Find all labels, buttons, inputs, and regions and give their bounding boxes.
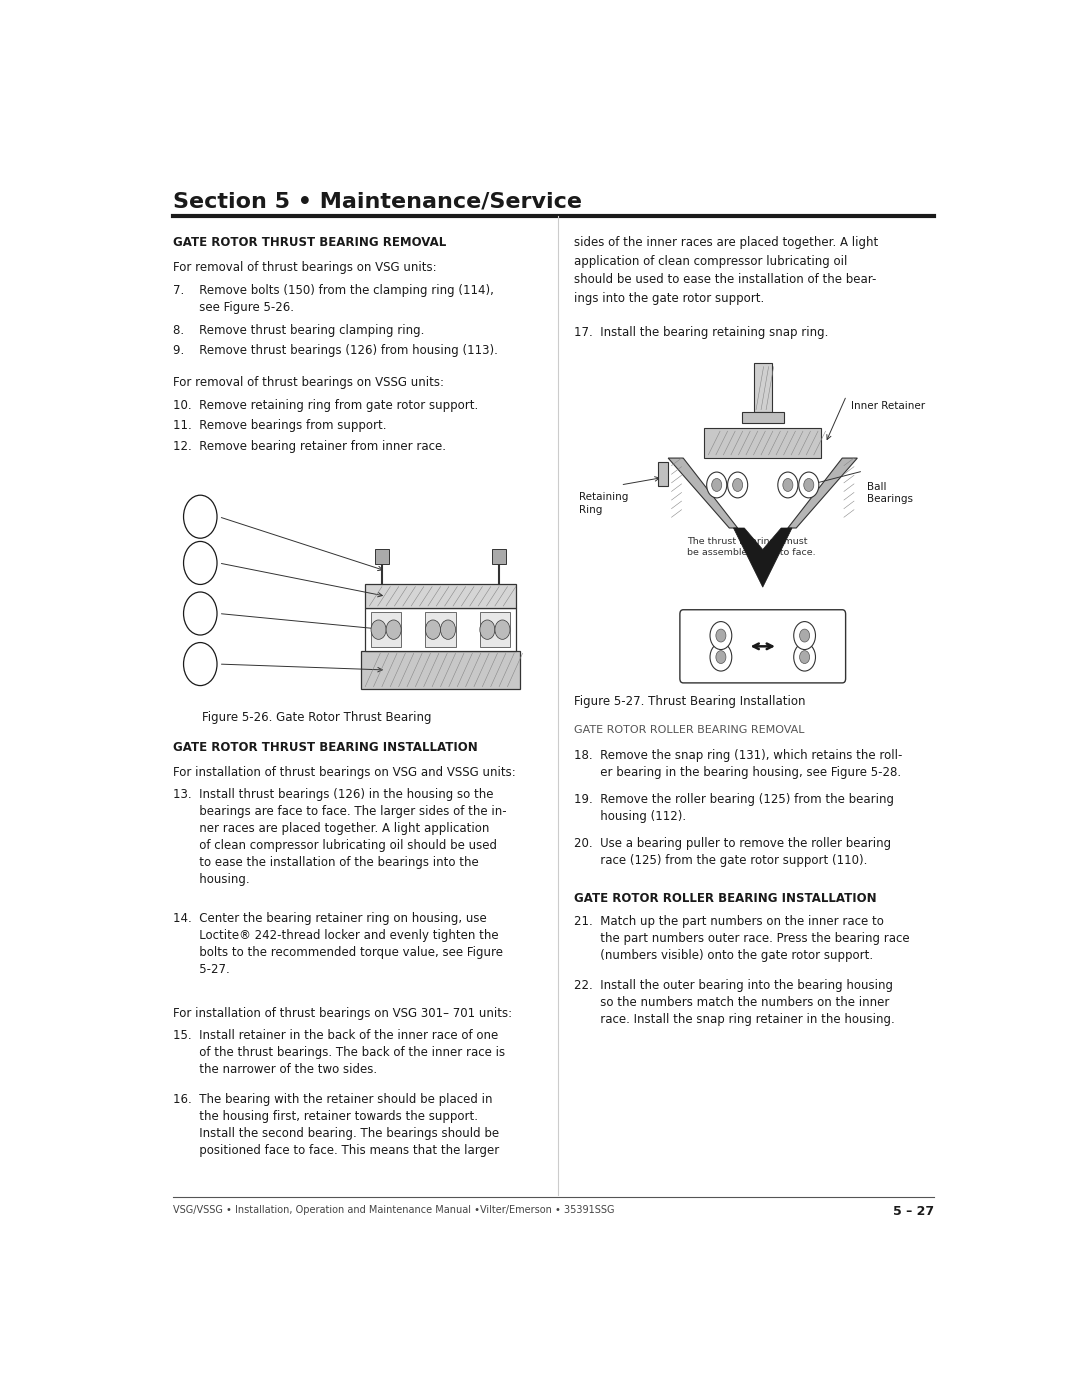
Text: The thrust bearings must
be assembled face to face.: The thrust bearings must be assembled fa… (688, 536, 816, 557)
Text: 14.  Center the bearing retainer ring on housing, use
       Loctite® 242‑thread: 14. Center the bearing retainer ring on … (173, 912, 502, 977)
Text: 17.  Install the bearing retaining snap ring.: 17. Install the bearing retaining snap r… (575, 326, 828, 338)
Text: Retaining
Ring: Retaining Ring (579, 493, 627, 515)
Bar (480, 612, 510, 647)
Text: For installation of thrust bearings on VSG and VSSG units:: For installation of thrust bearings on V… (173, 766, 515, 778)
Bar (426, 612, 456, 647)
Circle shape (184, 643, 217, 686)
Circle shape (712, 479, 721, 492)
Text: Section 5 • Maintenance/Service: Section 5 • Maintenance/Service (173, 191, 582, 211)
Text: 11.  Remove bearings from support.: 11. Remove bearings from support. (173, 419, 387, 432)
Text: Figure 5-26. Gate Rotor Thrust Bearing: Figure 5-26. Gate Rotor Thrust Bearing (202, 711, 432, 724)
Polygon shape (733, 528, 792, 587)
Text: 8.    Remove thrust bearing clamping ring.: 8. Remove thrust bearing clamping ring. (173, 324, 424, 337)
Circle shape (710, 643, 732, 671)
Circle shape (794, 622, 815, 650)
Circle shape (480, 620, 495, 640)
Bar (658, 462, 669, 486)
Circle shape (716, 629, 726, 643)
Text: 19.  Remove the roller bearing (125) from the bearing
       housing (112).: 19. Remove the roller bearing (125) from… (575, 792, 894, 823)
Bar (372, 612, 401, 647)
Circle shape (804, 479, 814, 492)
Circle shape (732, 479, 743, 492)
Circle shape (387, 620, 401, 640)
Circle shape (710, 622, 732, 650)
Text: 10.  Remove retaining ring from gate rotor support.: 10. Remove retaining ring from gate roto… (173, 400, 478, 412)
Text: 114: 114 (190, 557, 211, 569)
Text: 13.  Install thrust bearings (126) in the housing so the
       bearings are fac: 13. Install thrust bearings (126) in the… (173, 788, 507, 886)
Text: Inner Retainer: Inner Retainer (851, 401, 924, 411)
Text: Figure 5-27. Thrust Bearing Installation: Figure 5-27. Thrust Bearing Installation (575, 694, 806, 708)
Polygon shape (669, 458, 738, 528)
Text: 12.  Remove bearing retainer from inner race.: 12. Remove bearing retainer from inner r… (173, 440, 446, 453)
Polygon shape (788, 458, 858, 528)
Circle shape (441, 620, 456, 640)
Bar (704, 427, 821, 458)
Text: VSG/VSSG • Installation, Operation and Maintenance Manual •Vilter/Emerson • 3539: VSG/VSSG • Installation, Operation and M… (173, 1204, 615, 1214)
Text: 150: 150 (190, 511, 211, 521)
Text: 21.  Match up the part numbers on the inner race to
       the part numbers oute: 21. Match up the part numbers on the inn… (575, 915, 910, 963)
Circle shape (426, 620, 441, 640)
Text: 15.  Install retainer in the back of the inner race of one
       of the thrust : 15. Install retainer in the back of the … (173, 1030, 504, 1076)
Text: 126: 126 (190, 609, 211, 619)
Circle shape (799, 629, 810, 643)
Text: For removal of thrust bearings on VSSG units:: For removal of thrust bearings on VSSG u… (173, 376, 444, 390)
Text: 5 – 27: 5 – 27 (893, 1204, 934, 1218)
Text: Ball
Bearings: Ball Bearings (867, 482, 914, 504)
Circle shape (495, 620, 510, 640)
Text: 113: 113 (190, 659, 211, 669)
Bar (375, 549, 389, 564)
Text: For installation of thrust bearings on VSG 301– 701 units:: For installation of thrust bearings on V… (173, 1007, 512, 1020)
Circle shape (372, 620, 387, 640)
Text: sides of the inner races are placed together. A light
application of clean compr: sides of the inner races are placed toge… (575, 236, 879, 305)
Circle shape (799, 651, 810, 664)
Text: 16.  The bearing with the retainer should be placed in
       the housing first,: 16. The bearing with the retainer should… (173, 1094, 499, 1157)
Circle shape (728, 472, 747, 497)
Circle shape (778, 472, 798, 497)
Text: GATE ROTOR THRUST BEARING INSTALLATION: GATE ROTOR THRUST BEARING INSTALLATION (173, 740, 477, 754)
Circle shape (706, 472, 727, 497)
Circle shape (794, 643, 815, 671)
Circle shape (184, 592, 217, 636)
Circle shape (184, 542, 217, 584)
Bar (492, 549, 505, 564)
Circle shape (184, 495, 217, 538)
Circle shape (799, 472, 819, 497)
Text: 22.  Install the outer bearing into the bearing housing
       so the numbers ma: 22. Install the outer bearing into the b… (575, 979, 895, 1027)
Text: 20.  Use a bearing puller to remove the roller bearing
       race (125) from th: 20. Use a bearing puller to remove the r… (575, 837, 892, 866)
Bar (365, 608, 516, 651)
Bar (361, 651, 521, 689)
FancyBboxPatch shape (680, 609, 846, 683)
Text: GATE ROTOR THRUST BEARING REMOVAL: GATE ROTOR THRUST BEARING REMOVAL (173, 236, 446, 250)
Bar (365, 584, 516, 608)
Text: 7.    Remove bolts (150) from the clamping ring (114),
       see Figure 5-26.: 7. Remove bolts (150) from the clamping … (173, 284, 494, 314)
Text: GATE ROTOR ROLLER BEARING REMOVAL: GATE ROTOR ROLLER BEARING REMOVAL (575, 725, 805, 735)
Text: GATE ROTOR ROLLER BEARING INSTALLATION: GATE ROTOR ROLLER BEARING INSTALLATION (575, 891, 877, 905)
Bar (742, 412, 784, 422)
Text: 18.  Remove the snap ring (131), which retains the roll-
       er bearing in th: 18. Remove the snap ring (131), which re… (575, 749, 903, 778)
Text: For removal of thrust bearings on VSG units:: For removal of thrust bearings on VSG un… (173, 261, 436, 274)
Bar (754, 363, 772, 412)
Text: 9.    Remove thrust bearings (126) from housing (113).: 9. Remove thrust bearings (126) from hou… (173, 344, 498, 356)
Circle shape (716, 651, 726, 664)
Circle shape (783, 479, 793, 492)
